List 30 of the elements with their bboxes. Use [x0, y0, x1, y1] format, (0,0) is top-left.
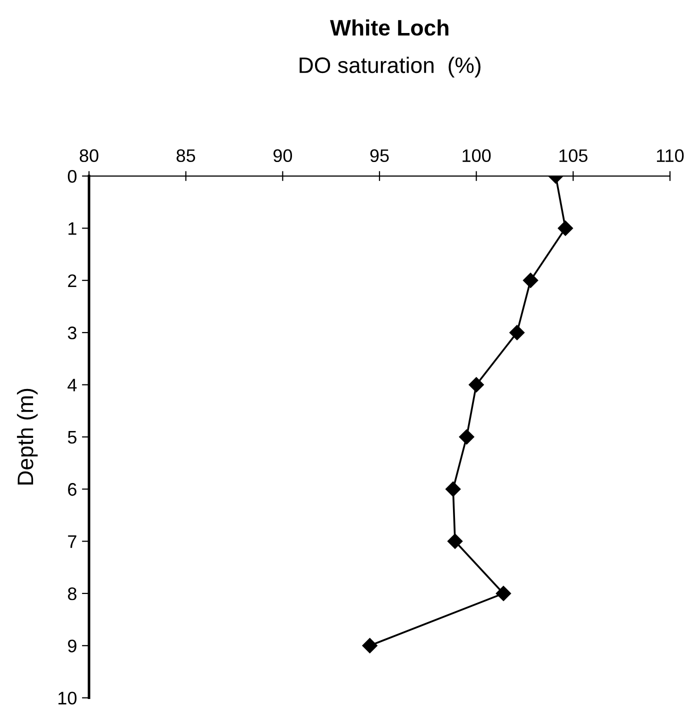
point [362, 638, 378, 654]
y-tick-label: 10 [58, 692, 76, 705]
point [509, 325, 525, 340]
y-tick-label: 7 [68, 535, 76, 548]
x-tick-label: 90 [273, 149, 292, 162]
y-tick-label: 6 [68, 483, 76, 496]
point [522, 272, 538, 288]
x-tick-label: 100 [462, 149, 491, 162]
y-tick-label: 3 [68, 326, 76, 340]
y-tick-label: 4 [68, 378, 77, 392]
x-tick-label: 85 [176, 149, 196, 162]
point [447, 534, 463, 549]
y-tick-label: 0 [68, 170, 76, 183]
y-tick-label: 1 [68, 222, 76, 235]
x-tick-label: 110 [656, 149, 684, 162]
x-tick-label: 80 [80, 149, 98, 162]
y-tick-label: 8 [68, 587, 76, 600]
point [496, 586, 512, 602]
chart-title: White Loch [330, 19, 448, 36]
point [446, 482, 461, 497]
x-axis-title: DO saturation (%) [300, 56, 480, 78]
x-tick-label: 105 [559, 149, 588, 162]
y-tick-label: 2 [68, 274, 76, 287]
y-tick-label: 9 [68, 640, 76, 652]
point [468, 377, 484, 392]
y-tick-label: 5 [68, 431, 76, 444]
point [558, 220, 573, 236]
y-axis-title: Depth (m) [16, 388, 38, 484]
point [459, 429, 474, 444]
x-tick-label: 95 [370, 149, 389, 162]
